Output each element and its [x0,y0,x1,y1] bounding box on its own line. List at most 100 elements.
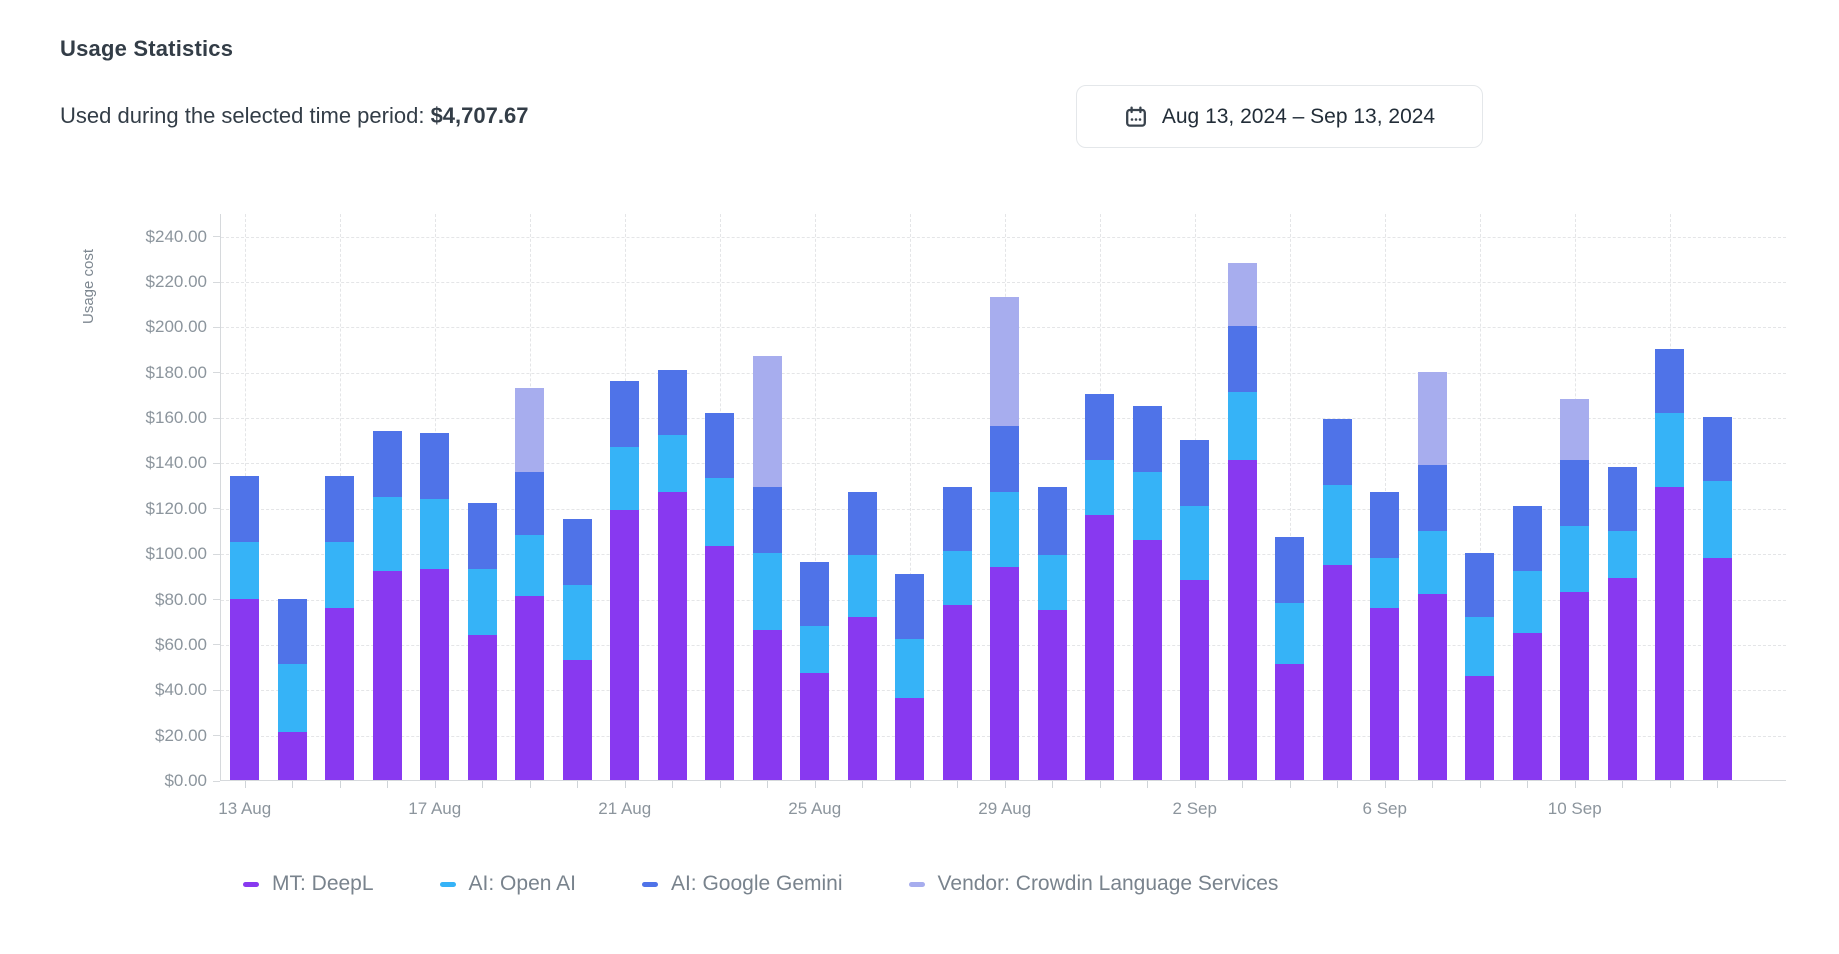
bar-segment-ai-google-gemini[interactable] [1227,326,1257,393]
bar-segment-ai-open-ai[interactable] [1180,505,1210,581]
bar-segment-mt-deepl[interactable] [1560,591,1590,780]
bar-segment-mt-deepl[interactable] [230,598,260,780]
bar-1-sep[interactable] [1132,405,1162,780]
bar-18-aug[interactable] [467,503,497,780]
bar-segment-vendor-crowdin-language-services[interactable] [990,296,1020,427]
bar-segment-ai-google-gemini[interactable] [467,503,497,570]
bar-segment-mt-deepl[interactable] [895,698,925,780]
bar-31-aug[interactable] [1085,394,1115,780]
bar-segment-ai-google-gemini[interactable] [1037,487,1067,556]
bar-9-sep[interactable] [1512,505,1542,780]
bar-segment-mt-deepl[interactable] [325,607,355,780]
legend-item-ai-google-gemini[interactable]: AI: Google Gemini [641,872,843,896]
bar-segment-mt-deepl[interactable] [1132,539,1162,780]
bar-segment-ai-open-ai[interactable] [610,446,640,511]
bar-segment-ai-open-ai[interactable] [562,584,592,660]
bar-segment-mt-deepl[interactable] [1417,594,1447,780]
bar-17-aug[interactable] [420,433,450,780]
bar-30-aug[interactable] [1037,487,1067,780]
bar-segment-vendor-crowdin-language-services[interactable] [752,355,782,488]
bar-7-sep[interactable] [1417,371,1447,780]
bar-segment-ai-google-gemini[interactable] [230,476,260,542]
bar-segment-ai-google-gemini[interactable] [1132,405,1162,472]
bar-16-aug[interactable] [372,430,402,780]
bar-segment-mt-deepl[interactable] [1655,487,1685,780]
bar-segment-ai-open-ai[interactable] [895,639,925,699]
bar-26-aug[interactable] [847,491,877,780]
legend-item-vendor-crowdin-language-services[interactable]: Vendor: Crowdin Language Services [908,872,1278,896]
bar-21-aug[interactable] [610,380,640,780]
bar-segment-mt-deepl[interactable] [847,616,877,780]
bar-13-sep[interactable] [1702,417,1732,780]
bar-segment-vendor-crowdin-language-services[interactable] [1560,399,1590,461]
bar-segment-mt-deepl[interactable] [1275,664,1305,780]
bar-segment-mt-deepl[interactable] [1370,607,1400,780]
bar-segment-ai-google-gemini[interactable] [1275,537,1305,604]
bar-segment-ai-open-ai[interactable] [657,435,687,492]
bar-segment-ai-google-gemini[interactable] [277,598,307,665]
bar-29-aug[interactable] [990,296,1020,780]
bar-segment-ai-open-ai[interactable] [1655,412,1685,488]
bar-segment-ai-open-ai[interactable] [515,535,545,597]
bar-segment-ai-open-ai[interactable] [1512,571,1542,633]
bar-segment-mt-deepl[interactable] [942,605,972,780]
bar-segment-ai-google-gemini[interactable] [1370,491,1400,558]
bar-segment-mt-deepl[interactable] [1322,564,1352,780]
bar-segment-ai-google-gemini[interactable] [325,476,355,542]
bar-segment-ai-google-gemini[interactable] [800,562,830,626]
bar-segment-mt-deepl[interactable] [752,630,782,780]
bar-segment-ai-open-ai[interactable] [230,541,260,599]
bar-15-aug[interactable] [325,476,355,780]
bar-segment-ai-open-ai[interactable] [990,491,1020,567]
bar-segment-ai-google-gemini[interactable] [942,487,972,551]
bar-12-sep[interactable] [1655,349,1685,780]
bar-segment-ai-google-gemini[interactable] [1465,553,1495,617]
bar-13-aug[interactable] [230,476,260,780]
bar-segment-ai-open-ai[interactable] [372,496,402,572]
bar-segment-ai-google-gemini[interactable] [990,426,1020,492]
bar-segment-mt-deepl[interactable] [1037,609,1067,780]
bar-segment-ai-google-gemini[interactable] [1560,460,1590,526]
bar-segment-mt-deepl[interactable] [1607,578,1637,780]
bar-28-aug[interactable] [942,487,972,780]
bar-segment-ai-google-gemini[interactable] [847,491,877,556]
bar-2-sep[interactable] [1180,439,1210,780]
bar-segment-ai-google-gemini[interactable] [562,519,592,585]
bar-segment-ai-open-ai[interactable] [1227,392,1257,461]
bar-segment-ai-google-gemini[interactable] [1607,467,1637,531]
bar-27-aug[interactable] [895,573,925,780]
bar-segment-ai-open-ai[interactable] [800,625,830,674]
bar-segment-ai-open-ai[interactable] [1037,555,1067,610]
bar-segment-ai-open-ai[interactable] [420,498,450,570]
bar-segment-ai-open-ai[interactable] [1417,530,1447,595]
bar-25-aug[interactable] [800,562,830,780]
bar-segment-mt-deepl[interactable] [1702,557,1732,780]
bar-segment-ai-open-ai[interactable] [277,664,307,733]
bar-segment-ai-google-gemini[interactable] [1512,505,1542,572]
bar-segment-ai-google-gemini[interactable] [1702,417,1732,481]
bar-segment-ai-google-gemini[interactable] [515,471,545,536]
bar-segment-ai-google-gemini[interactable] [1085,394,1115,461]
bar-segment-ai-open-ai[interactable] [1607,530,1637,579]
bar-20-aug[interactable] [562,519,592,780]
legend-item-mt-deepl[interactable]: MT: DeepL [243,872,374,896]
bar-segment-mt-deepl[interactable] [467,634,497,780]
bar-segment-ai-google-gemini[interactable] [657,369,687,436]
bar-22-aug[interactable] [657,369,687,780]
bar-24-aug[interactable] [752,355,782,780]
bar-segment-mt-deepl[interactable] [1512,632,1542,780]
bar-segment-mt-deepl[interactable] [515,596,545,780]
bar-segment-mt-deepl[interactable] [1180,580,1210,780]
bar-segment-mt-deepl[interactable] [1465,675,1495,780]
bar-segment-vendor-crowdin-language-services[interactable] [1227,262,1257,327]
bar-segment-ai-open-ai[interactable] [1370,557,1400,608]
bar-23-aug[interactable] [705,412,735,780]
bar-segment-mt-deepl[interactable] [1227,460,1257,780]
bar-segment-ai-open-ai[interactable] [942,550,972,606]
bar-segment-mt-deepl[interactable] [705,546,735,780]
bar-segment-mt-deepl[interactable] [800,673,830,780]
bar-segment-mt-deepl[interactable] [610,510,640,780]
bar-segment-ai-open-ai[interactable] [325,541,355,608]
bar-segment-ai-open-ai[interactable] [1702,480,1732,558]
bar-segment-mt-deepl[interactable] [1085,514,1115,780]
